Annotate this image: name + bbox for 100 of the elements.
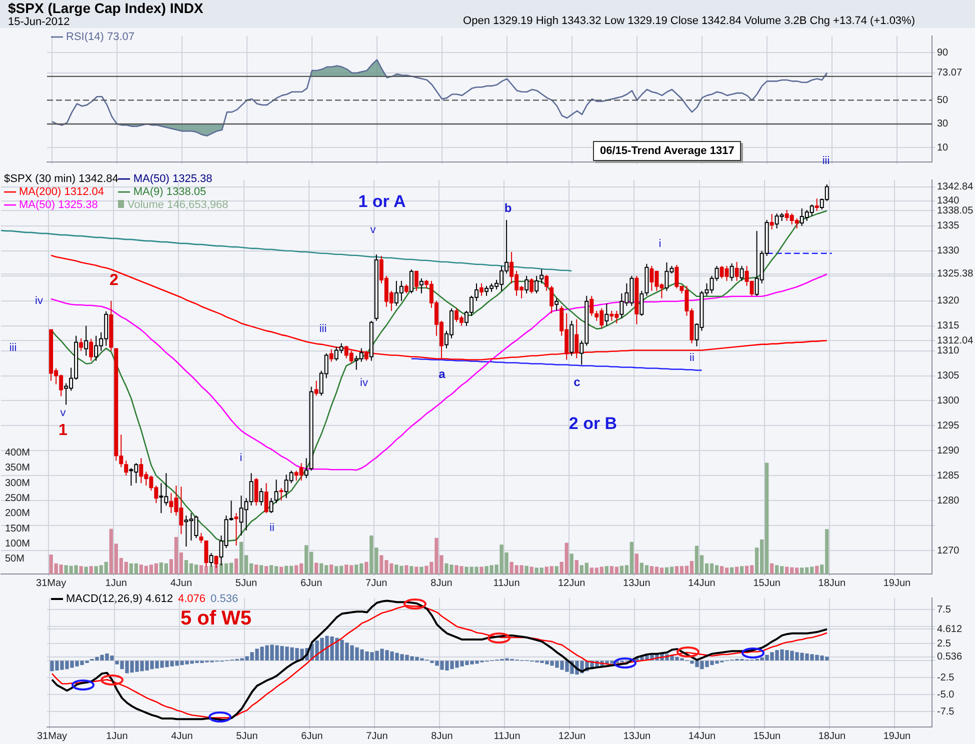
annotation: v [370,224,376,236]
x-tick-label: 13Jun [623,578,650,589]
bar [410,566,414,574]
y-tick-label: 1330 [937,246,960,257]
x-tick-label: 14Jun [688,730,716,742]
bar [364,562,368,574]
text: 4.076 [178,593,206,606]
x-tick-label: 4Jun [170,578,192,589]
y-tick-label: 0.536 [937,652,962,663]
y-tick-label: 50 [937,94,949,106]
bar [530,566,534,574]
bar [574,560,578,574]
text: Open 1329.19 High 1343.32 Low 1329.19 Close 1342.84 Volume 3.2B Chg +13.74 (+1.03%) [463,15,915,27]
y-tick-label: 1320 [937,296,960,307]
y-tick-label: 4.612 [937,624,962,635]
bar [770,563,774,574]
text: 0.536 [210,593,238,606]
y2-tick-label: 50M [5,554,24,565]
legend-label: MACD(12,26,9) 4.612 [65,593,173,606]
x-tick-label: 12Jun [558,730,586,742]
bar [604,566,608,574]
bar [79,566,83,574]
y2-tick-label: 200M [5,508,30,520]
y-tick-label: 90 [937,47,949,58]
y2-tick-label: 250M [5,492,30,504]
annotation: iii [9,342,17,354]
annotation: ii [690,352,694,364]
legend-label: MA(50) 1325.38 [132,173,214,186]
bar [314,562,318,574]
x-tick-label: 13Jun [623,730,651,742]
y-tick-label: 1270 [937,545,960,556]
y2-tick-label: 300M [5,478,30,489]
annotation: iv [360,377,368,389]
bar [209,566,214,574]
annotation: 1 or A [358,192,406,212]
bar [254,564,258,574]
x-tick-label: 12Jun [558,578,586,589]
bar [264,566,268,574]
legend-label: MA(50) 1325.38 [18,199,99,212]
chart-subtitle: 15-Jun-2012 [8,16,70,28]
bar [570,554,574,574]
y-tick-label: 1300 [937,395,960,406]
y-tick-label: -2.5 [937,672,955,684]
y-tick-label: 1338.05 [937,205,974,216]
x-tick-label: 15Jun [753,730,781,742]
y-tick-label: 1295 [937,420,960,432]
annotation: b [504,201,512,215]
annotation: 2 or B [568,414,618,434]
y-tick-label: -5.0 [937,689,955,700]
x-tick-label: 11Jun [493,578,520,589]
x-tick-label: 11Jun [494,730,520,742]
x-tick-label: 7Jun [366,578,388,589]
x-tick-label: 31May [36,730,68,742]
bar [734,566,739,574]
legend-label: MA(200) 1312.04 [18,186,105,199]
legend-title: $SPX (30 min) 1342.84 [4,173,118,186]
x-tick-label: 14Jun [688,578,716,589]
x-tick-label: 5Jun [236,730,258,742]
y-tick-label: 1340 [937,196,960,207]
annotation: a [438,367,446,381]
bar [420,566,424,574]
x-tick-label: 5Jun [235,578,258,589]
bar [404,565,408,574]
x-tick-label: 6Jun [300,578,322,589]
bar [554,566,558,574]
annotation: 1 [58,422,68,440]
bar [84,566,88,574]
y2-tick-label: 100M [5,538,30,550]
bar [259,565,264,574]
annotation: i [240,452,242,464]
x-tick-label: 19Jun [883,578,911,589]
bar [815,566,819,574]
annotation: 06/15-Trend Average 1317 [593,141,742,161]
y-tick-label: 1285 [937,470,960,482]
bar [634,554,639,574]
annotation: 2 [110,272,118,290]
x-tick-label: 7Jun [366,730,388,742]
y-tick-label: 1312.04 [937,335,974,346]
x-tick-label: 18Jun [818,730,846,742]
y-tick-label: 1290 [937,445,960,456]
y-tick-label: 1305 [937,370,960,382]
annotation: c [574,375,580,389]
annotation: iii [822,155,830,167]
x-tick-label: 15Jun [753,578,780,589]
bar [330,564,334,574]
annotation: i [658,238,662,250]
y-tick-label: 1342.84 [937,182,974,193]
x-tick-label: 1Jun [105,578,127,589]
bar [234,558,238,574]
y-tick-label: 73.07 [937,68,962,79]
x-tick-label: 1Jun [106,730,128,742]
y-tick-label: 1280 [937,495,960,506]
y-tick-label: 1315 [937,320,960,332]
x-tick-label: 8Jun [431,730,453,742]
y-tick-label: 2.5 [937,638,952,650]
y-tick-label: 1325.38 [937,268,974,280]
chart-title: $SPX (Large Cap Index) INDX [8,0,204,16]
legend-label: RSI(14) 73.07 [65,31,134,44]
annotation: iii [319,323,327,335]
bar [480,566,484,574]
